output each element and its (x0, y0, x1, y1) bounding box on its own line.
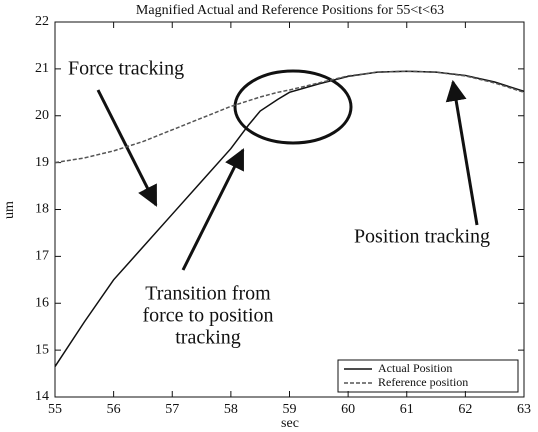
annotation: force to position (142, 305, 273, 327)
y-tick-label: 17 (35, 249, 49, 264)
x-tick-label: 61 (400, 402, 414, 417)
y-tick-label: 19 (35, 155, 49, 170)
x-tick-label: 63 (517, 402, 531, 417)
annotation: Force tracking (68, 58, 184, 80)
x-tick-label: 55 (48, 402, 62, 417)
y-tick-label: 21 (35, 61, 49, 76)
legend (337, 359, 519, 393)
x-axis-label: sec (281, 416, 299, 431)
chart-title: Magnified Actual and Reference Positions… (136, 3, 444, 18)
annotation: Transition from (145, 283, 271, 305)
highlight-ellipse (233, 69, 353, 145)
y-tick-label: 18 (35, 202, 49, 217)
x-tick-label: 60 (341, 402, 355, 417)
legend-label: Actual Position (378, 361, 452, 375)
y-tick-label: 20 (35, 108, 49, 123)
y-tick-label: 16 (35, 295, 49, 310)
arrow (445, 79, 479, 226)
legend-label: Reference position (378, 375, 468, 389)
series-line (54, 70, 525, 164)
arrow (181, 148, 245, 271)
y-tick-label: 14 (35, 389, 49, 404)
arrow (96, 89, 158, 207)
x-tick-label: 56 (107, 402, 121, 417)
annotation: tracking (175, 327, 241, 349)
y-tick-label: 22 (35, 14, 49, 29)
annotation: Position tracking (354, 226, 490, 248)
x-tick-label: 62 (458, 402, 472, 417)
y-axis-label: um (2, 201, 17, 219)
series-line (54, 70, 525, 367)
x-tick-label: 57 (165, 402, 179, 417)
y-tick-label: 15 (35, 342, 49, 357)
x-tick-label: 58 (224, 402, 238, 417)
x-tick-label: 59 (283, 402, 297, 417)
